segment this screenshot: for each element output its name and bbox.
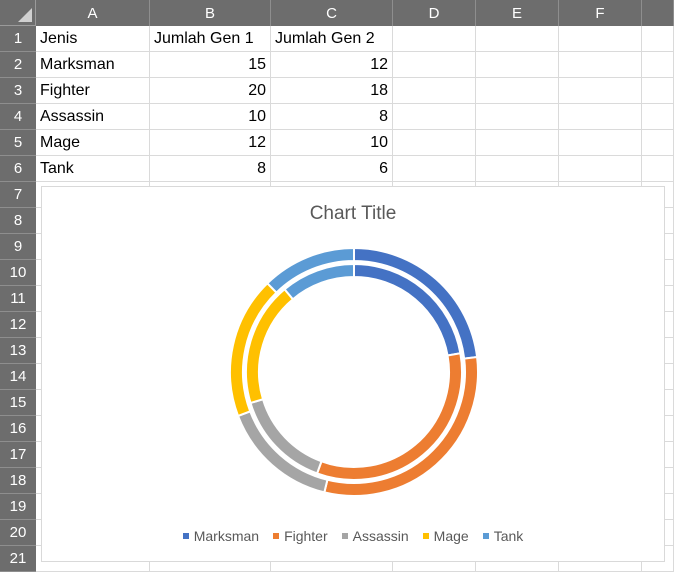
column-header-f[interactable]: F [559,0,642,26]
column-header-partial[interactable] [642,0,674,26]
cell[interactable] [559,26,642,52]
row-header-10[interactable]: 10 [0,260,36,286]
cell[interactable]: Assassin [36,104,150,130]
cell[interactable]: 8 [150,156,271,182]
legend-label: Tank [493,528,524,544]
column-header-a[interactable]: A [36,0,150,26]
cell[interactable] [559,52,642,78]
cell[interactable]: Jumlah Gen 2 [271,26,393,52]
doughnut-chart[interactable]: Chart Title Marksman Fighter Assassin Mage T… [41,186,665,562]
cell[interactable] [476,52,559,78]
row-header-3[interactable]: 3 [0,78,36,104]
row-header-19[interactable]: 19 [0,494,36,520]
legend-item-fighter[interactable]: Fighter [273,528,328,544]
row-header-20[interactable]: 20 [0,520,36,546]
cell[interactable] [393,130,476,156]
legend-swatch-icon [422,533,429,539]
select-all-triangle-icon [18,8,32,22]
cell[interactable] [642,156,674,182]
row-header-21[interactable]: 21 [0,546,36,572]
cell[interactable]: 18 [271,78,393,104]
row-header-5[interactable]: 5 [0,130,36,156]
legend-item-assassin[interactable]: Assassin [341,528,409,544]
cell[interactable] [393,52,476,78]
cell[interactable] [642,26,674,52]
cell[interactable]: 6 [271,156,393,182]
cell[interactable] [642,78,674,104]
cell[interactable]: 12 [150,130,271,156]
cell[interactable]: Fighter [36,78,150,104]
legend-label: Fighter [284,528,328,544]
legend-label: Mage [433,528,469,544]
cell[interactable]: Tank [36,156,150,182]
legend-swatch-icon [341,533,348,539]
cell[interactable] [642,52,674,78]
row-header-14[interactable]: 14 [0,364,36,390]
cell[interactable]: Marksman [36,52,150,78]
cell[interactable] [559,104,642,130]
chart-legend[interactable]: Marksman Fighter Assassin Mage Tank [42,528,664,544]
cell[interactable]: 8 [271,104,393,130]
row-header-12[interactable]: 12 [0,312,36,338]
cell[interactable] [393,104,476,130]
cell[interactable] [559,130,642,156]
donut-segment-tank-ring-2[interactable] [283,262,355,301]
cell[interactable] [393,156,476,182]
legend-label: Assassin [352,528,409,544]
cell[interactable] [393,78,476,104]
row-header-6[interactable]: 6 [0,156,36,182]
row-header-2[interactable]: 2 [0,52,36,78]
cell[interactable] [476,104,559,130]
row-header-9[interactable]: 9 [0,234,36,260]
column-header-b[interactable]: B [150,0,271,26]
cell[interactable] [476,78,559,104]
cell[interactable]: Mage [36,130,150,156]
legend-swatch-icon [182,533,189,539]
legend-item-tank[interactable]: Tank [482,528,524,544]
row-header-4[interactable]: 4 [0,104,36,130]
cell[interactable] [476,156,559,182]
cell[interactable] [476,130,559,156]
row-header-8[interactable]: 8 [0,208,36,234]
cell[interactable]: Jenis [36,26,150,52]
cell[interactable] [642,130,674,156]
select-all-corner[interactable] [0,0,36,26]
legend-item-mage[interactable]: Mage [422,528,469,544]
chart-title[interactable]: Chart Title [309,203,397,224]
legend-label: Marksman [193,528,260,544]
doughnut-plot[interactable] [42,187,664,561]
column-header-e[interactable]: E [476,0,559,26]
column-header-c[interactable]: C [271,0,393,26]
donut-segment-tank-ring-1[interactable] [265,246,355,294]
cell[interactable] [642,104,674,130]
cell[interactable] [393,26,476,52]
cell[interactable]: 15 [150,52,271,78]
column-header-d[interactable]: D [393,0,476,26]
cell[interactable] [559,156,642,182]
row-header-16[interactable]: 16 [0,416,36,442]
cell[interactable]: 12 [271,52,393,78]
cell[interactable]: Jumlah Gen 1 [150,26,271,52]
legend-swatch-icon [273,533,280,539]
donut-segment-marksman-ring-2[interactable] [353,262,462,357]
row-header-11[interactable]: 11 [0,286,36,312]
row-header-7[interactable]: 7 [0,182,36,208]
row-header-1[interactable]: 1 [0,26,36,52]
cell[interactable]: 10 [150,104,271,130]
legend-swatch-icon [482,533,489,539]
cell[interactable]: 10 [271,130,393,156]
cell[interactable] [559,78,642,104]
row-header-18[interactable]: 18 [0,468,36,494]
row-header-17[interactable]: 17 [0,442,36,468]
row-header-13[interactable]: 13 [0,338,36,364]
cell[interactable]: 20 [150,78,271,104]
row-header-15[interactable]: 15 [0,390,36,416]
cell[interactable] [476,26,559,52]
legend-item-marksman[interactable]: Marksman [182,528,260,544]
